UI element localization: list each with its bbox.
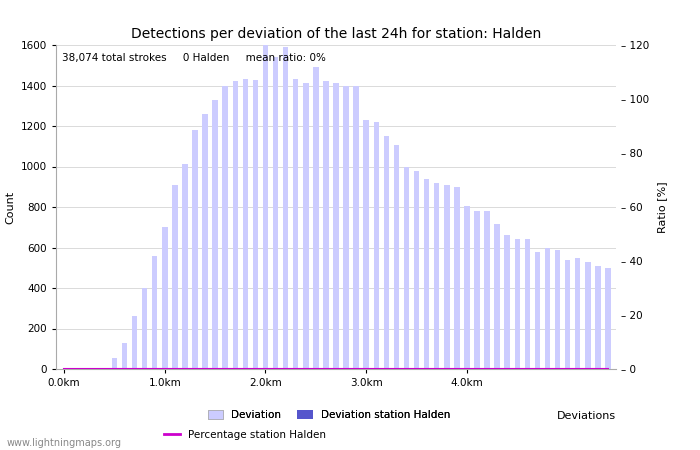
- Percentage station Halden: [60, 366, 69, 372]
- Bar: [262, 45, 268, 369]
- Bar: [182, 165, 188, 369]
- Bar: [545, 248, 550, 369]
- Bar: [524, 239, 530, 369]
- Bar: [333, 84, 339, 369]
- Bar: [283, 47, 288, 369]
- Bar: [424, 179, 429, 369]
- Bar: [384, 136, 389, 369]
- Bar: [232, 81, 238, 369]
- Bar: [404, 166, 410, 369]
- Bar: [363, 120, 369, 369]
- Text: www.lightningmaps.org: www.lightningmaps.org: [7, 438, 122, 448]
- Bar: [111, 358, 117, 369]
- Percentage station Halden: [120, 366, 129, 372]
- Bar: [434, 183, 440, 369]
- Bar: [454, 187, 460, 369]
- Bar: [253, 81, 258, 369]
- Text: Deviations: Deviations: [557, 411, 616, 421]
- Bar: [323, 81, 329, 369]
- Bar: [212, 100, 218, 369]
- Bar: [585, 262, 591, 369]
- Text: 38,074 total strokes     0 Halden     mean ratio: 0%: 38,074 total strokes 0 Halden mean ratio…: [62, 53, 326, 63]
- Bar: [535, 252, 540, 369]
- Bar: [505, 235, 510, 369]
- Bar: [293, 80, 298, 369]
- Bar: [464, 206, 470, 369]
- Bar: [595, 266, 601, 369]
- Y-axis label: Count: Count: [5, 190, 15, 224]
- Percentage station Halden: [603, 366, 612, 372]
- Bar: [474, 211, 480, 369]
- Bar: [132, 316, 137, 369]
- Bar: [374, 122, 379, 369]
- Bar: [172, 185, 178, 369]
- Bar: [152, 256, 158, 369]
- Y-axis label: Ratio [%]: Ratio [%]: [657, 181, 667, 233]
- Bar: [102, 368, 107, 369]
- Bar: [313, 68, 319, 369]
- Bar: [162, 227, 167, 369]
- Bar: [414, 171, 419, 369]
- Bar: [575, 257, 580, 369]
- Bar: [122, 343, 127, 369]
- Bar: [202, 114, 208, 369]
- Bar: [494, 224, 500, 369]
- Bar: [555, 250, 561, 369]
- Bar: [606, 268, 610, 369]
- Percentage station Halden: [191, 366, 200, 372]
- Legend: Deviation, Deviation station Halden: Deviation, Deviation station Halden: [207, 410, 451, 420]
- Title: Detections per deviation of the last 24h for station: Halden: Detections per deviation of the last 24h…: [131, 27, 541, 41]
- Bar: [273, 57, 279, 369]
- Legend: Percentage station Halden: Percentage station Halden: [164, 430, 326, 440]
- Bar: [303, 84, 309, 369]
- Bar: [243, 80, 248, 369]
- Percentage station Halden: [261, 366, 270, 372]
- Bar: [223, 86, 228, 369]
- Bar: [354, 86, 359, 369]
- Bar: [514, 239, 520, 369]
- Bar: [444, 185, 449, 369]
- Bar: [484, 211, 490, 369]
- Bar: [393, 145, 399, 369]
- Bar: [142, 288, 148, 369]
- Bar: [343, 86, 349, 369]
- Percentage station Halden: [543, 366, 552, 372]
- Bar: [565, 260, 570, 369]
- Percentage station Halden: [594, 366, 602, 372]
- Percentage station Halden: [160, 366, 169, 372]
- Bar: [193, 130, 198, 369]
